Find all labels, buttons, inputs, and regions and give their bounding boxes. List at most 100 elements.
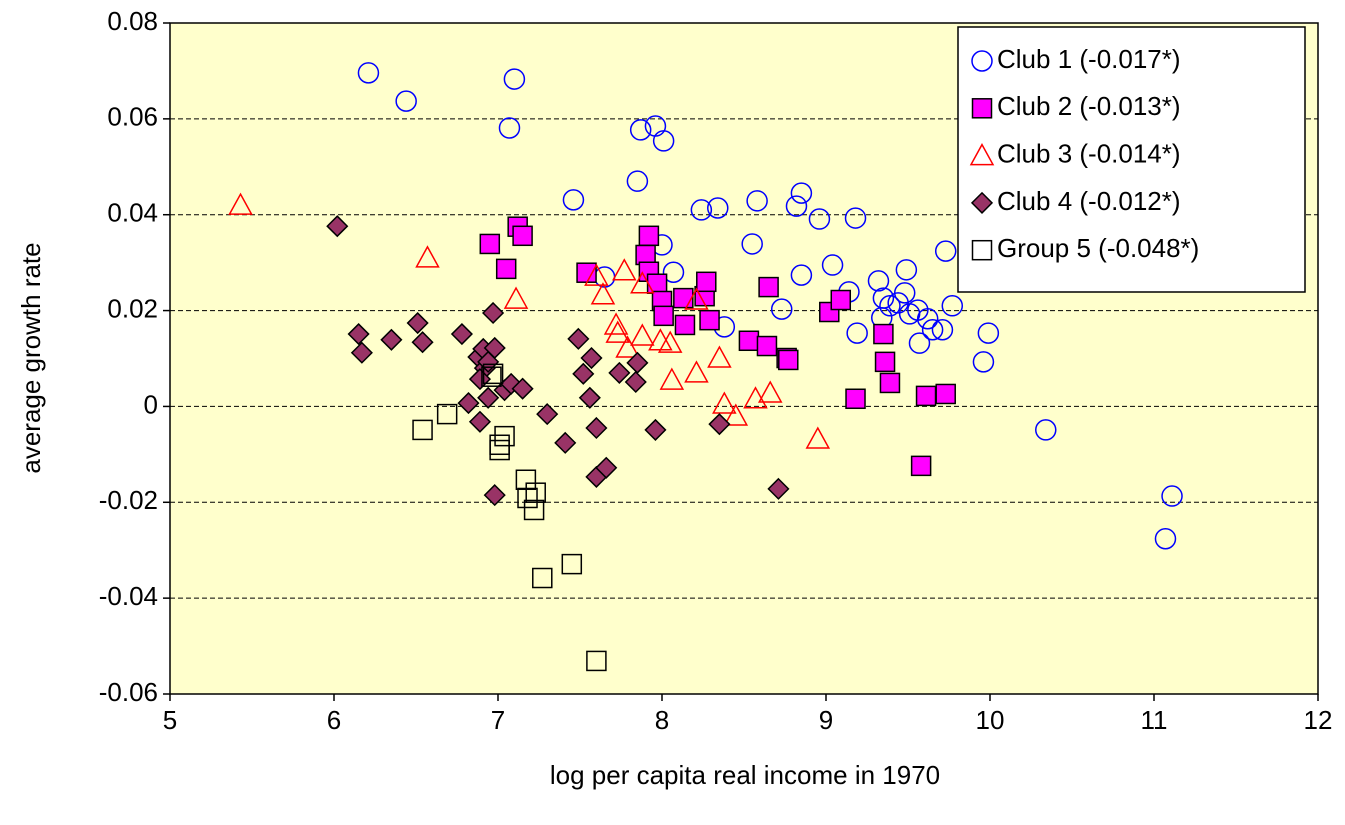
point (624, 370, 647, 394)
point (457, 392, 480, 415)
point (790, 182, 813, 204)
point (662, 261, 685, 283)
y-tick-label: 0.06 (107, 102, 158, 132)
point (380, 328, 403, 351)
point (630, 323, 655, 346)
point (741, 233, 763, 255)
point (554, 431, 577, 454)
point (585, 416, 608, 440)
point (879, 372, 901, 394)
point (477, 386, 500, 409)
point (406, 311, 429, 335)
point (758, 276, 779, 298)
point (821, 254, 844, 276)
point (934, 240, 957, 262)
point (941, 295, 964, 317)
point (561, 553, 583, 575)
y-tick-label: 0 (144, 389, 158, 419)
point (653, 305, 674, 327)
point (844, 207, 867, 229)
point (867, 270, 890, 292)
point (770, 298, 793, 320)
x-tick-label: 12 (1304, 705, 1333, 735)
legend-label: Club 1 (-0.017*) (997, 44, 1181, 74)
point (757, 380, 783, 403)
point (347, 322, 370, 346)
y-tick-label: 0.04 (107, 198, 158, 228)
point (879, 295, 901, 317)
point (830, 289, 852, 311)
point (659, 367, 685, 390)
point (584, 263, 609, 286)
point (915, 385, 937, 407)
point (874, 351, 896, 373)
point (778, 349, 799, 371)
point (468, 368, 492, 391)
point (468, 410, 492, 433)
point (723, 403, 749, 426)
point (572, 362, 595, 385)
point (512, 225, 533, 247)
point (326, 215, 349, 238)
point (482, 301, 505, 325)
legend-label: Club 2 (-0.013*) (997, 91, 1181, 121)
point (503, 68, 526, 90)
point (738, 330, 760, 352)
point (873, 323, 894, 345)
point (481, 366, 502, 387)
x-tick-label: 11 (1141, 705, 1168, 735)
point (576, 262, 597, 283)
point (498, 117, 521, 139)
point (228, 192, 253, 215)
point (495, 258, 517, 280)
point (916, 307, 939, 330)
point (708, 413, 731, 436)
point (586, 650, 607, 672)
point (517, 487, 538, 509)
point (479, 233, 501, 255)
marks (228, 62, 1183, 672)
legend: Club 1 (-0.017*) Club 2 (-0.013*) Club 3 (… (957, 26, 1306, 293)
point (412, 419, 433, 441)
point (578, 386, 601, 409)
legend-marker (971, 50, 993, 72)
point (767, 477, 790, 500)
point (746, 190, 768, 212)
point (805, 426, 831, 449)
point (483, 484, 506, 507)
point (536, 403, 559, 426)
point (646, 273, 668, 294)
point (395, 90, 417, 112)
legend-box (957, 26, 1306, 293)
legend-marker (970, 191, 994, 214)
x-tick-label: 7 (491, 705, 505, 735)
point (657, 330, 683, 353)
point (707, 197, 729, 219)
point (977, 322, 1000, 344)
point (615, 335, 640, 358)
point (1161, 485, 1183, 507)
point (808, 208, 831, 230)
point (608, 361, 631, 384)
point (972, 351, 995, 373)
point (935, 383, 956, 405)
point (684, 287, 709, 310)
legend-marker (969, 143, 995, 166)
point (482, 363, 504, 385)
point (845, 388, 866, 410)
point (562, 189, 585, 211)
legend-marker (971, 239, 993, 261)
point (626, 170, 649, 192)
point (699, 309, 720, 331)
point (756, 335, 778, 357)
point (652, 130, 675, 152)
point (567, 327, 590, 350)
point (684, 360, 709, 383)
x-tick-label: 9 (819, 705, 833, 735)
point (690, 199, 713, 221)
point (712, 391, 737, 414)
x-tick-label: 5 (163, 705, 177, 735)
point (785, 195, 808, 217)
